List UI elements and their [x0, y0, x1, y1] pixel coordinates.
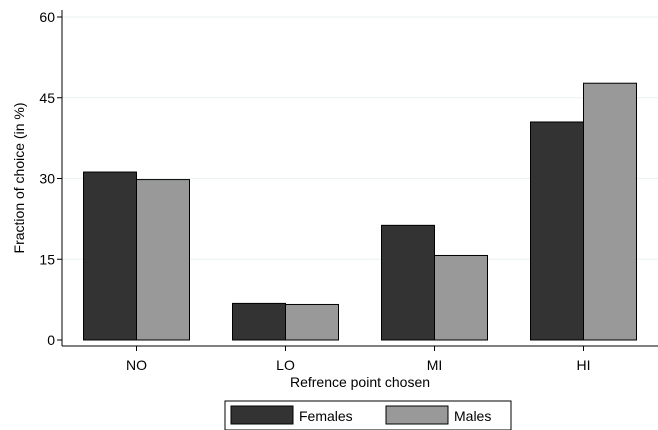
y-ticks: 0 15 30 45 60 [39, 9, 62, 348]
y-tick-label: 0 [47, 332, 55, 348]
y-tick-label: 45 [39, 90, 55, 106]
x-tick-label: MI [427, 357, 443, 373]
bar-females-lo [232, 302, 286, 341]
y-tick-label: 15 [39, 251, 55, 267]
legend-swatch-males [385, 405, 449, 425]
y-tick-label: 60 [39, 9, 55, 25]
bar-males-no [136, 179, 190, 341]
bar-males-hi [583, 82, 637, 341]
bar-females-hi [530, 121, 584, 341]
bars [83, 82, 637, 341]
x-ticks: NO LO MI HI [126, 346, 591, 373]
legend-label-females: Females [299, 408, 353, 424]
y-tick-label: 30 [39, 171, 55, 187]
legend-label-males: Males [454, 408, 491, 424]
x-tick-label: LO [276, 357, 295, 373]
bar-females-mi [381, 224, 435, 341]
legend-swatch-females [230, 405, 294, 425]
x-tick-label: HI [577, 357, 591, 373]
bar-males-mi [434, 254, 488, 341]
legend: Females Males [224, 400, 512, 430]
y-axis-title: Fraction of choice (in %) [11, 103, 27, 254]
bar-females-no [83, 171, 137, 341]
bar-males-lo [285, 303, 339, 341]
x-tick-label: NO [126, 357, 147, 373]
x-axis-title: Refrence point chosen [290, 374, 430, 390]
